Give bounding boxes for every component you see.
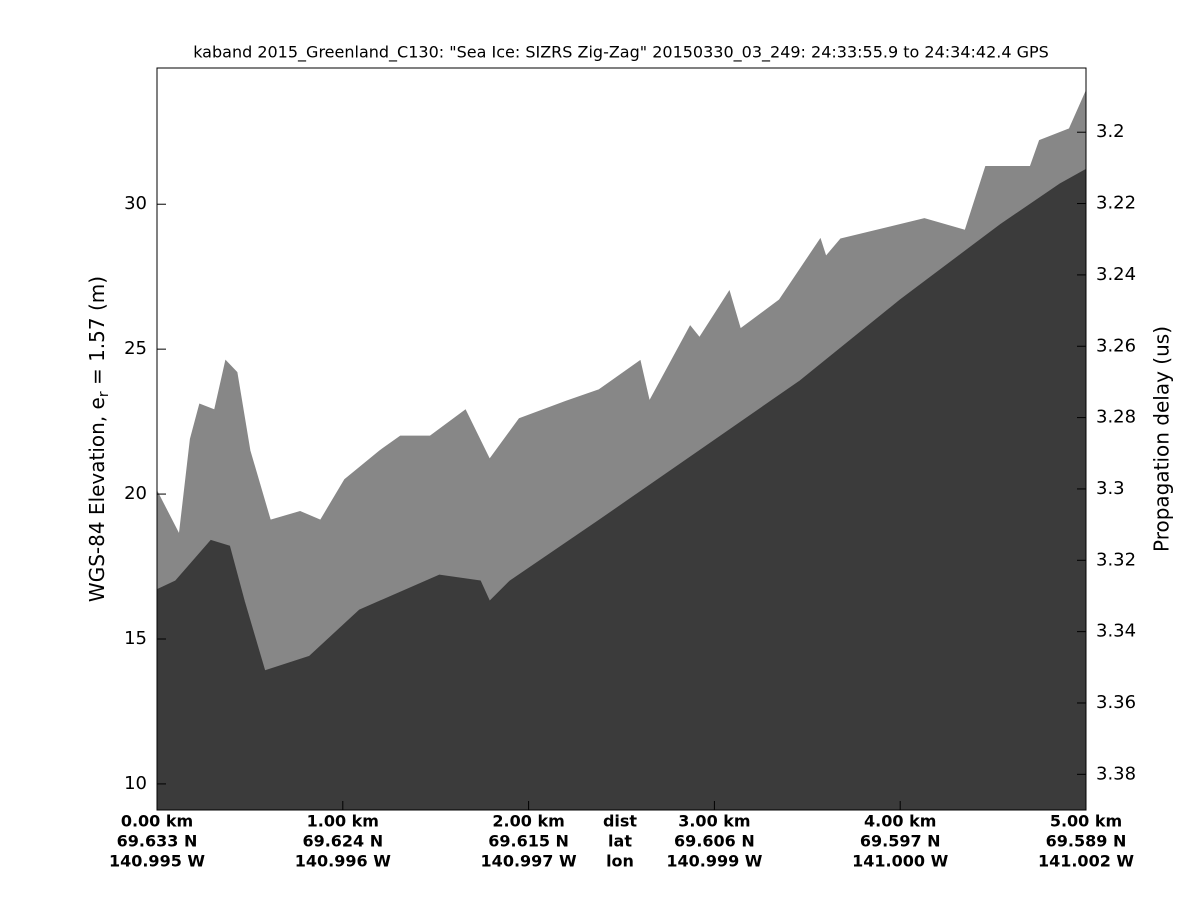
lon-label: 140.995 W bbox=[109, 852, 205, 871]
lat-label: 69.589 N bbox=[1046, 832, 1127, 851]
y-label-sub: r bbox=[96, 391, 112, 397]
row-label: lat bbox=[608, 832, 632, 851]
plot-frame bbox=[156, 67, 1087, 811]
y2-tick-label: 3.2 bbox=[1096, 121, 1125, 142]
x-tick-label: 0.00 km bbox=[121, 812, 193, 831]
x-tick-label: 2.00 km bbox=[492, 812, 564, 831]
lat-label: 69.606 N bbox=[674, 832, 755, 851]
x-tick-label: 5.00 km bbox=[1050, 812, 1122, 831]
y-tick-label: 25 bbox=[124, 338, 147, 359]
y2-tick-label: 3.36 bbox=[1096, 692, 1136, 713]
y-label-tail: = 1.57 (m) bbox=[85, 276, 109, 391]
lat-label: 69.633 N bbox=[117, 832, 198, 851]
y2-tick-label: 3.38 bbox=[1096, 763, 1136, 784]
y2-tick-label: 3.32 bbox=[1096, 549, 1136, 570]
layer-boundary bbox=[156, 168, 1087, 672]
y2-axis-label: Propagation delay (us) bbox=[1150, 326, 1174, 552]
lat-label: 69.624 N bbox=[302, 832, 383, 851]
y2-tick-label: 3.28 bbox=[1096, 407, 1136, 428]
y-label-main: WGS-84 Elevation, e bbox=[85, 397, 109, 602]
y-tick-label: 20 bbox=[124, 483, 147, 504]
row-label: lon bbox=[606, 852, 634, 871]
y-tick-label: 10 bbox=[124, 773, 147, 794]
y2-tick-label: 3.22 bbox=[1096, 193, 1136, 214]
y-tick-label: 30 bbox=[124, 193, 147, 214]
lon-label: 140.996 W bbox=[295, 852, 391, 871]
layer-fill bbox=[157, 169, 1086, 810]
x-tick-label: 4.00 km bbox=[864, 812, 936, 831]
y2-tick-label: 3.26 bbox=[1096, 335, 1136, 356]
x-tick-label: 3.00 km bbox=[678, 812, 750, 831]
lon-label: 140.997 W bbox=[481, 852, 577, 871]
lat-label: 69.597 N bbox=[860, 832, 941, 851]
lon-label: 140.999 W bbox=[666, 852, 762, 871]
row-label: dist bbox=[603, 812, 637, 831]
lon-label: 141.000 W bbox=[852, 852, 948, 871]
y-axis-label: WGS-84 Elevation, er = 1.57 (m) bbox=[85, 276, 113, 602]
chart-title: kaband 2015_Greenland_C130: "Sea Ice: SI… bbox=[193, 43, 1049, 63]
lon-label: 141.002 W bbox=[1038, 852, 1134, 871]
y2-tick-label: 3.24 bbox=[1096, 264, 1136, 285]
y2-tick-label: 3.34 bbox=[1096, 621, 1136, 642]
y-tick-label: 15 bbox=[124, 628, 147, 649]
lat-label: 69.615 N bbox=[488, 832, 569, 851]
x-tick-label: 1.00 km bbox=[307, 812, 379, 831]
layer-boundary bbox=[156, 90, 1087, 537]
y2-tick-label: 3.3 bbox=[1096, 478, 1125, 499]
